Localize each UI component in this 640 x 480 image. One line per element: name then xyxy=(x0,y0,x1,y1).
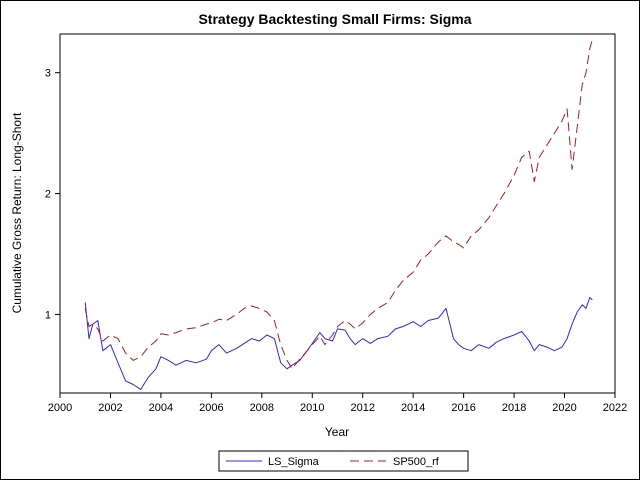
series-layer xyxy=(84,39,593,390)
x-tick-label: 2004 xyxy=(149,402,173,414)
x-axis-label: Year xyxy=(325,425,349,439)
x-tick-label: 2006 xyxy=(199,402,223,414)
series-line-sp500-rf xyxy=(84,39,593,370)
x-axis: 2000 2002 2004 2006 2008 2010 2012 2014 2016 2018… xyxy=(48,393,627,414)
y-axis-label: Cumulative Gross Return: Long-Short xyxy=(10,112,24,313)
plot-area xyxy=(59,33,616,394)
x-tick-label: 2022 xyxy=(603,402,627,414)
legend-box xyxy=(218,450,469,472)
y-axis: 1 2 3 xyxy=(45,68,60,321)
legend-label-ls-sigma: LS_Sigma xyxy=(268,456,320,468)
x-tick-label: 2014 xyxy=(401,402,425,414)
x-tick-label: 2020 xyxy=(552,402,576,414)
x-tick-label: 2012 xyxy=(350,402,374,414)
x-tick-label: 2016 xyxy=(451,402,475,414)
legend: LS_Sigma SP500_rf xyxy=(218,450,469,472)
x-tick-label: 2002 xyxy=(98,402,122,414)
y-tick-label: 2 xyxy=(45,189,51,201)
y-tick-label: 3 xyxy=(45,68,51,80)
legend-label-sp500-rf: SP500_rf xyxy=(393,456,440,468)
y-tick-label: 1 xyxy=(45,309,51,321)
x-tick-label: 2018 xyxy=(502,402,526,414)
x-tick-label: 2008 xyxy=(250,402,274,414)
x-tick-label: 2000 xyxy=(48,402,72,414)
series-line-ls-sigma xyxy=(84,297,593,390)
x-tick-label: 2010 xyxy=(300,402,324,414)
chart-title: Strategy Backtesting Small Firms: Sigma xyxy=(198,11,471,27)
